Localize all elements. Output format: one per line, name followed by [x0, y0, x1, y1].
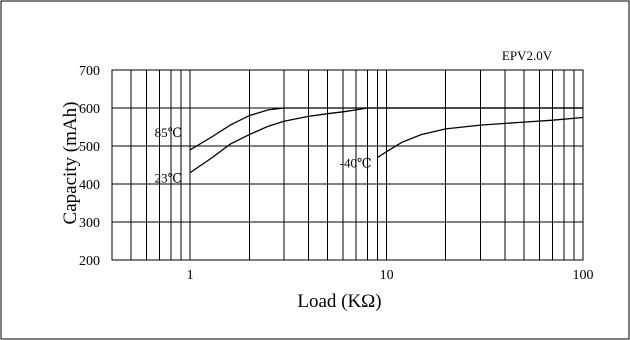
- grid: [112, 69, 583, 261]
- series-label-2: -40℃: [340, 155, 372, 170]
- y-tick-label: 200: [79, 254, 100, 269]
- chart-annotation: EPV2.0V: [502, 48, 553, 63]
- x-axis-title: Load (KΩ): [297, 291, 381, 312]
- x-tick-label: 10: [380, 268, 394, 283]
- curves: [189, 107, 584, 174]
- labels: 200 300 400 500 600 700 1 10 100 Load (KΩ) Capacit…: [60, 48, 594, 312]
- series-label-0: 85℃: [155, 125, 183, 140]
- series-line-2: [377, 116, 584, 158]
- y-tick-label: 500: [79, 140, 100, 155]
- series-line-1: [189, 107, 583, 174]
- x-tick-label: 1: [187, 268, 194, 283]
- x-tick-label: 100: [573, 268, 594, 283]
- y-tick-label: 600: [79, 102, 100, 117]
- y-tick-label: 400: [79, 178, 100, 193]
- series-label-1: 23℃: [155, 171, 183, 186]
- y-axis-title: Capacity (mAh): [60, 102, 81, 225]
- y-tick-label: 300: [79, 216, 100, 231]
- plot-frame: [111, 69, 584, 261]
- y-tick-label: 700: [79, 64, 100, 79]
